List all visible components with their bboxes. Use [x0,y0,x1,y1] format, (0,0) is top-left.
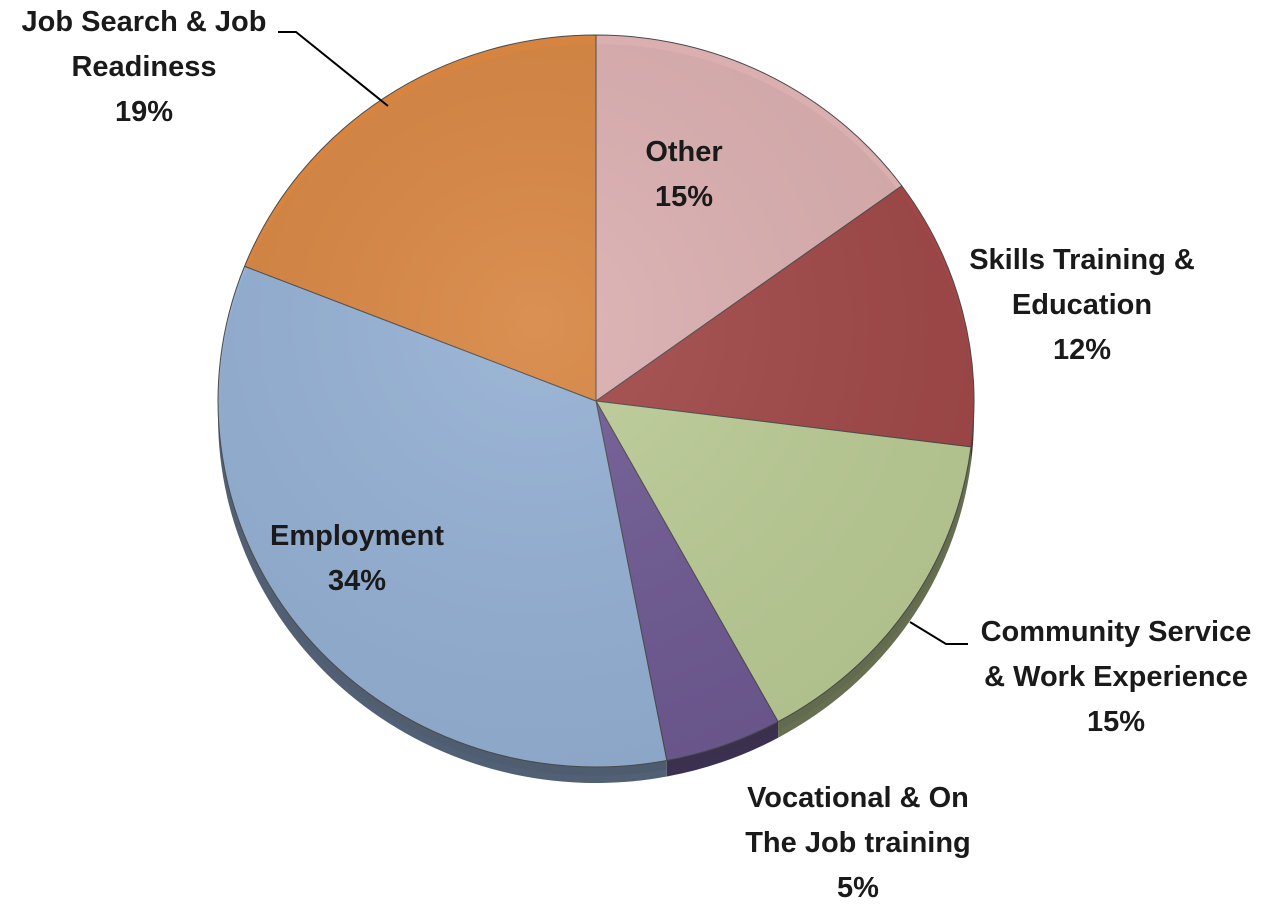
slice-label-vocational-percent: 5% [837,872,879,904]
slice-label-community-line-1: Community Service [981,616,1252,648]
slice-labels: Other 15% Skills Training & Education 12% Com… [22,6,1252,904]
slice-label-community-percent: 15% [1087,706,1145,738]
slice-label-skills-line-1: Skills Training & [969,244,1195,276]
pie-slices [217,34,975,768]
slice-label-skills-percent: 12% [1053,334,1111,366]
leader-line-jobsearch [278,31,389,107]
slice-label-employment-line-1: Employment [270,520,444,552]
slice-label-skills-line-2: Education [1012,289,1152,321]
slice-label-community-line-2: & Work Experience [984,661,1248,693]
slice-label-other-percent: 15% [655,181,713,213]
slice-label-other-line-1: Other [645,136,722,168]
slice-label-vocational-line-2: The Job training [745,827,971,859]
slice-label-vocational-line-1: Vocational & On [747,782,969,814]
leader-lines [278,31,968,645]
slice-label-jobsearch-line-1: Job Search & Job [22,6,267,38]
slice-label-employment-percent: 34% [328,565,386,597]
slice-label-jobsearch-line-2: Readiness [71,51,216,83]
leader-line-community [909,621,968,645]
slice-label-jobsearch-percent: 19% [115,96,173,128]
